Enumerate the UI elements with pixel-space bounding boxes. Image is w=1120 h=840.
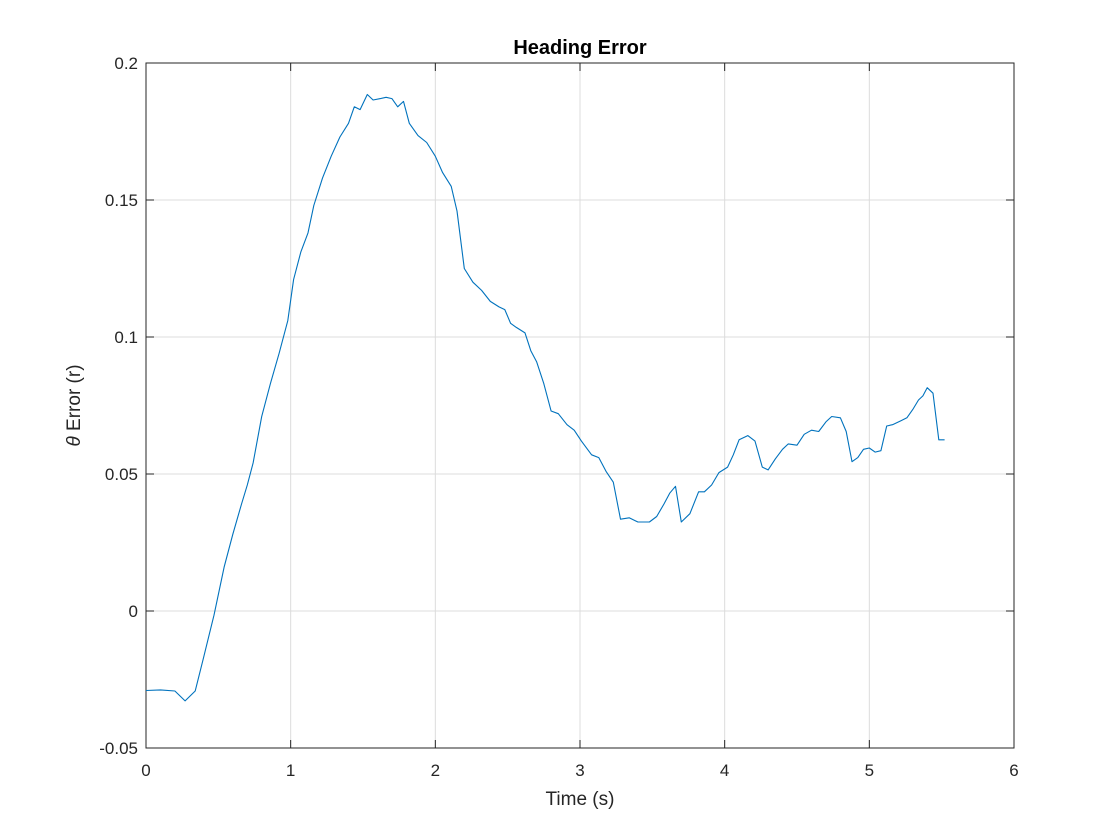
- grid: [146, 63, 1014, 748]
- x-tick-label: 4: [720, 761, 729, 780]
- x-axis-label: Time (s): [546, 789, 615, 810]
- y-axis-label-symbol: θ: [64, 436, 85, 447]
- y-tick-label: 0.15: [105, 191, 138, 210]
- x-tick-label: 1: [286, 761, 295, 780]
- plot-area: [145, 93, 945, 702]
- y-tick-label: 0.2: [114, 54, 138, 73]
- x-tick-label: 0: [141, 761, 150, 780]
- y-axis-label: θ Error (r): [64, 364, 85, 446]
- x-tick-label: 3: [575, 761, 584, 780]
- x-tick-label: 5: [865, 761, 874, 780]
- y-tick-label: 0.05: [105, 465, 138, 484]
- x-tick-label: 2: [431, 761, 440, 780]
- series-line: [145, 93, 945, 702]
- x-tick-label: 6: [1009, 761, 1018, 780]
- y-tick-label: 0: [129, 602, 138, 621]
- chart-title: Heading Error: [513, 37, 647, 59]
- y-axis-label-text: Error (r): [64, 364, 85, 436]
- y-tick-label: 0.1: [114, 328, 138, 347]
- y-tick-label: -0.05: [99, 739, 138, 758]
